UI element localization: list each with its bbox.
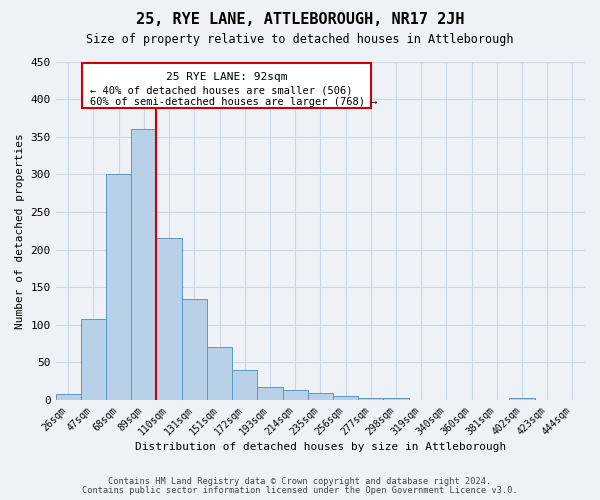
Bar xyxy=(358,398,383,400)
Bar xyxy=(257,388,283,400)
Text: 25, RYE LANE, ATTLEBOROUGH, NR17 2JH: 25, RYE LANE, ATTLEBOROUGH, NR17 2JH xyxy=(136,12,464,28)
Bar xyxy=(383,398,409,400)
FancyBboxPatch shape xyxy=(82,63,371,108)
X-axis label: Distribution of detached houses by size in Attleborough: Distribution of detached houses by size … xyxy=(135,442,506,452)
Bar xyxy=(509,398,535,400)
Bar xyxy=(283,390,308,400)
Bar xyxy=(308,392,333,400)
Text: 25 RYE LANE: 92sqm: 25 RYE LANE: 92sqm xyxy=(166,72,287,82)
Text: ← 40% of detached houses are smaller (506): ← 40% of detached houses are smaller (50… xyxy=(89,86,352,96)
Bar xyxy=(333,396,358,400)
Bar xyxy=(182,298,207,400)
Bar xyxy=(131,129,157,400)
Bar xyxy=(207,348,232,400)
Bar xyxy=(232,370,257,400)
Bar xyxy=(81,319,106,400)
Bar xyxy=(106,174,131,400)
Text: 60% of semi-detached houses are larger (768) →: 60% of semi-detached houses are larger (… xyxy=(89,97,377,107)
Text: Contains HM Land Registry data © Crown copyright and database right 2024.: Contains HM Land Registry data © Crown c… xyxy=(109,477,491,486)
Text: Contains public sector information licensed under the Open Government Licence v3: Contains public sector information licen… xyxy=(82,486,518,495)
Bar xyxy=(56,394,81,400)
Y-axis label: Number of detached properties: Number of detached properties xyxy=(15,133,25,328)
Bar xyxy=(157,238,182,400)
Text: Size of property relative to detached houses in Attleborough: Size of property relative to detached ho… xyxy=(86,32,514,46)
